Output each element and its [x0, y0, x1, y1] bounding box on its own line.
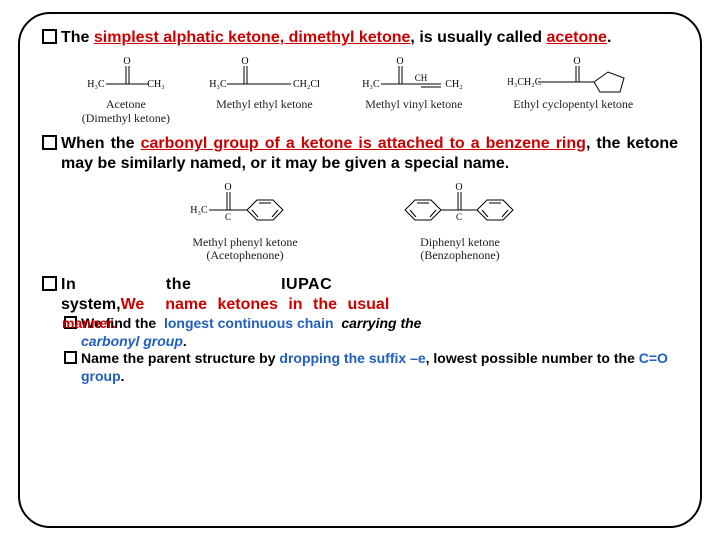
svg-text:C: C	[225, 212, 231, 222]
bullet-icon	[42, 29, 57, 44]
svg-text:CH₂CH₃: CH₂CH₃	[293, 79, 319, 90]
svg-text:H₃C: H₃C	[190, 205, 208, 216]
mol-icon: O C	[385, 180, 535, 234]
caption: Ethyl cyclopentyl ketone	[508, 98, 638, 112]
caption-sub: (Acetophenone)	[185, 249, 305, 263]
svg-text:H₃C: H₃C	[87, 79, 105, 90]
caption-sub: (Benzophenone)	[385, 249, 535, 263]
structures-row-2: O H₃C C Methyl phenyl ketone (Acetopheno…	[62, 180, 658, 264]
svg-text:CH₃: CH₃	[147, 79, 164, 90]
svg-text:O: O	[455, 182, 462, 193]
svg-text:H₃C: H₃C	[210, 79, 228, 90]
p3-l1: In the IUPAC	[61, 276, 332, 293]
sub2-text: Name the parent structure by dropping th…	[81, 350, 678, 385]
caption-sub: (Dimethyl ketone)	[82, 112, 170, 126]
para-3-text: In the IUPAC system,We name ketones in t…	[61, 275, 678, 315]
mol-icon: O H₃C CH₃	[86, 54, 166, 96]
svg-text:CH₂: CH₂	[445, 79, 462, 90]
mol-icon: O H₃C C	[185, 180, 305, 234]
mol-icon: O H₃C CH₂ CH	[359, 54, 469, 96]
struct-eck: O H₃CH₂C Ethyl cyclopentyl ketone	[508, 54, 638, 112]
para-2: When the carbonyl group of a ketone is a…	[42, 134, 678, 174]
p1-mid: , is usually called	[410, 29, 546, 46]
caption: Diphenyl ketone	[385, 236, 535, 250]
struct-acetophenone: O H₃C C Methyl phenyl ketone (Acetopheno…	[185, 180, 305, 264]
caption: Methyl vinyl ketone	[359, 98, 469, 112]
para-1: The simplest alphatic ketone, dimethyl k…	[42, 28, 678, 48]
p1-pre: The	[61, 29, 94, 46]
caption: Methyl ethyl ketone	[209, 98, 319, 112]
bullet-icon	[42, 135, 57, 150]
mol-icon: O H₃CH₂C	[508, 54, 638, 96]
p1-post: .	[607, 29, 611, 46]
svg-text:O: O	[574, 56, 581, 67]
svg-text:H₃C: H₃C	[362, 79, 380, 90]
sub-bullets: We find the manner. longest continuous c…	[64, 315, 678, 385]
svg-text:CH: CH	[415, 73, 428, 83]
struct-benzophenone: O C Diphenyl ketone (Benzophenone)	[385, 180, 535, 264]
para-2-text: When the carbonyl group of a ketone is a…	[61, 134, 678, 174]
svg-text:H₃CH₂C: H₃CH₂C	[508, 77, 542, 88]
mol-icon: O H₃C CH₂CH₃	[209, 54, 319, 96]
sub1-text: We find the manner. longest continuous c…	[81, 315, 678, 350]
svg-text:O: O	[242, 56, 249, 67]
manner-overlay: manner.	[62, 315, 116, 333]
svg-text:O: O	[396, 56, 403, 67]
slide-frame: The simplest alphatic ketone, dimethyl k…	[18, 12, 702, 528]
structures-row-1: O H₃C CH₃ Acetone (Dimethyl ketone) O H₃…	[62, 54, 658, 126]
bullet-icon	[64, 351, 77, 364]
struct-acetone: O H₃C CH₃ Acetone (Dimethyl ketone)	[82, 54, 170, 126]
svg-text:C: C	[456, 212, 462, 222]
p1-hl2: acetone	[546, 29, 606, 46]
p1-hl1: simplest alphatic ketone, dimethyl keton…	[94, 29, 411, 46]
para-1-text: The simplest alphatic ketone, dimethyl k…	[61, 28, 678, 48]
bullet-icon	[42, 276, 57, 291]
caption: Acetone	[82, 98, 170, 112]
para-3: In the IUPAC system,We name ketones in t…	[42, 275, 678, 385]
p2-pre: When the	[61, 135, 141, 152]
svg-text:O: O	[224, 182, 231, 193]
p3-l2: system,We name ketones in the usual	[61, 296, 389, 313]
struct-mek: O H₃C CH₂CH₃ Methyl ethyl ketone	[209, 54, 319, 112]
p2-hl1: carbonyl group of a ketone is attached t…	[141, 135, 586, 152]
caption: Methyl phenyl ketone	[185, 236, 305, 250]
svg-text:O: O	[123, 56, 130, 67]
struct-mvk: O H₃C CH₂ CH Methyl vinyl ketone	[359, 54, 469, 112]
